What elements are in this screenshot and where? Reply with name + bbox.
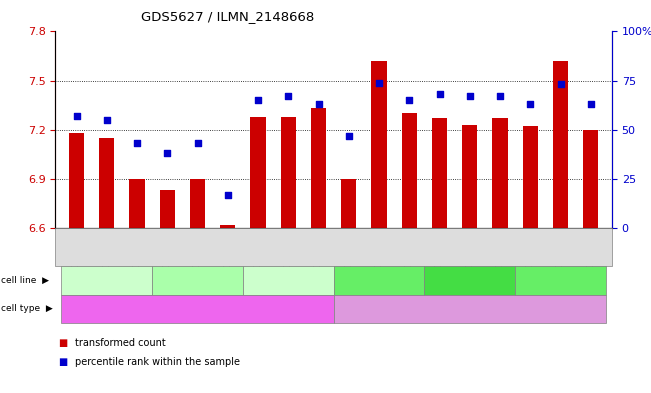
Point — [465, 93, 475, 99]
Point — [253, 97, 263, 103]
Point — [525, 101, 536, 107]
Bar — [553, 61, 568, 228]
Bar — [69, 133, 84, 228]
Text: SU8686: SU8686 — [360, 275, 398, 286]
Bar — [311, 108, 326, 228]
Point — [313, 101, 324, 107]
Bar — [190, 179, 205, 228]
Point — [555, 81, 566, 88]
Text: GDS5627 / ILMN_2148668: GDS5627 / ILMN_2148668 — [141, 10, 314, 23]
Bar — [251, 117, 266, 228]
Point — [162, 150, 173, 156]
Point — [404, 97, 415, 103]
Text: Panc1005: Panc1005 — [264, 275, 312, 286]
Point — [585, 101, 596, 107]
Bar — [432, 118, 447, 228]
Point — [223, 191, 233, 198]
Point — [374, 79, 384, 86]
Point — [283, 93, 294, 99]
Text: Panc0403: Panc0403 — [83, 275, 131, 286]
Bar — [583, 130, 598, 228]
Text: ■: ■ — [59, 338, 68, 348]
Text: cell type  ▶: cell type ▶ — [1, 305, 53, 313]
Point — [132, 140, 142, 147]
Text: cell line  ▶: cell line ▶ — [1, 276, 49, 285]
Point — [192, 140, 202, 147]
Text: transformed count: transformed count — [75, 338, 165, 348]
Bar — [523, 127, 538, 228]
Bar — [130, 179, 145, 228]
Bar — [159, 190, 175, 228]
Point — [102, 117, 112, 123]
Text: dasatinib-sensitive pancreatic cancer cells: dasatinib-sensitive pancreatic cancer ce… — [93, 304, 301, 314]
Bar — [492, 118, 508, 228]
Text: Panc1: Panc1 — [546, 275, 575, 286]
Bar — [372, 61, 387, 228]
Text: Panc0504: Panc0504 — [174, 275, 221, 286]
Bar — [281, 117, 296, 228]
Text: percentile rank within the sample: percentile rank within the sample — [75, 357, 240, 367]
Bar — [462, 125, 477, 228]
Text: ■: ■ — [59, 357, 68, 367]
Text: MiaPaCa2: MiaPaCa2 — [446, 275, 493, 286]
Bar — [99, 138, 115, 228]
Point — [72, 113, 82, 119]
Point — [344, 132, 354, 139]
Point — [434, 91, 445, 97]
Point — [495, 93, 505, 99]
Bar — [341, 179, 356, 228]
Bar — [402, 113, 417, 228]
Text: dasatinib-resistant pancreatic cancer cells: dasatinib-resistant pancreatic cancer ce… — [366, 304, 574, 314]
Bar — [220, 225, 235, 228]
